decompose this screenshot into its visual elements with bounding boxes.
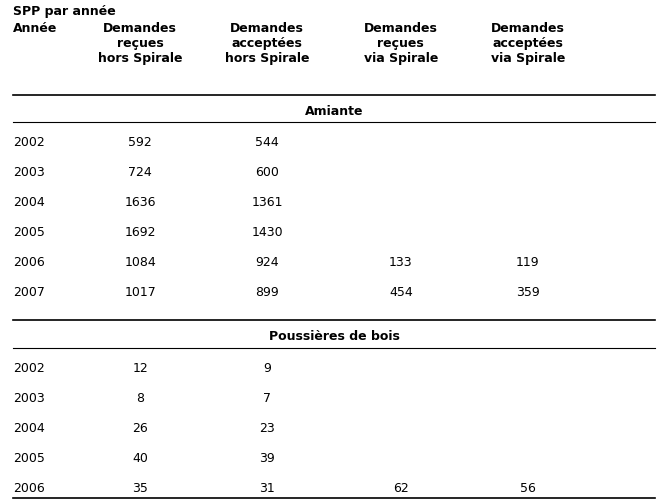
Text: 454: 454 <box>389 286 413 299</box>
Text: 9: 9 <box>263 362 271 375</box>
Text: 1017: 1017 <box>124 286 156 299</box>
Text: 2004: 2004 <box>13 422 45 435</box>
Text: 2002: 2002 <box>13 362 45 375</box>
Text: 31: 31 <box>259 482 275 495</box>
Text: Amiante: Amiante <box>305 105 363 118</box>
Text: 2003: 2003 <box>13 166 45 179</box>
Text: 2006: 2006 <box>13 482 45 495</box>
Text: Demandes
reçues
hors Spirale: Demandes reçues hors Spirale <box>98 22 182 65</box>
Text: 2005: 2005 <box>13 226 45 239</box>
Text: 26: 26 <box>132 422 148 435</box>
Text: 2002: 2002 <box>13 136 45 149</box>
Text: Demandes
acceptées
hors Spirale: Demandes acceptées hors Spirale <box>225 22 309 65</box>
Text: 592: 592 <box>128 136 152 149</box>
Text: 544: 544 <box>255 136 279 149</box>
Text: 899: 899 <box>255 286 279 299</box>
Text: 2007: 2007 <box>13 286 45 299</box>
Text: 359: 359 <box>516 286 540 299</box>
Text: 35: 35 <box>132 482 148 495</box>
Text: 2003: 2003 <box>13 392 45 405</box>
Text: 600: 600 <box>255 166 279 179</box>
Text: 1361: 1361 <box>251 196 283 209</box>
Text: 8: 8 <box>136 392 144 405</box>
Text: 724: 724 <box>128 166 152 179</box>
Text: 924: 924 <box>255 256 279 269</box>
Text: 2006: 2006 <box>13 256 45 269</box>
Text: 23: 23 <box>259 422 275 435</box>
Text: 2004: 2004 <box>13 196 45 209</box>
Text: 1692: 1692 <box>124 226 156 239</box>
Text: Demandes
reçues
via Spirale: Demandes reçues via Spirale <box>363 22 438 65</box>
Text: 1430: 1430 <box>251 226 283 239</box>
Text: 119: 119 <box>516 256 540 269</box>
Text: 40: 40 <box>132 452 148 465</box>
Text: Demandes
acceptées
via Spirale: Demandes acceptées via Spirale <box>490 22 565 65</box>
Text: 62: 62 <box>393 482 409 495</box>
Text: 2005: 2005 <box>13 452 45 465</box>
Text: 1084: 1084 <box>124 256 156 269</box>
Text: Année: Année <box>13 22 57 35</box>
Text: 133: 133 <box>389 256 413 269</box>
Text: 56: 56 <box>520 482 536 495</box>
Text: Poussières de bois: Poussières de bois <box>269 330 399 343</box>
Text: SPP par année: SPP par année <box>13 5 116 18</box>
Text: 1636: 1636 <box>124 196 156 209</box>
Text: 7: 7 <box>263 392 271 405</box>
Text: 39: 39 <box>259 452 275 465</box>
Text: 12: 12 <box>132 362 148 375</box>
